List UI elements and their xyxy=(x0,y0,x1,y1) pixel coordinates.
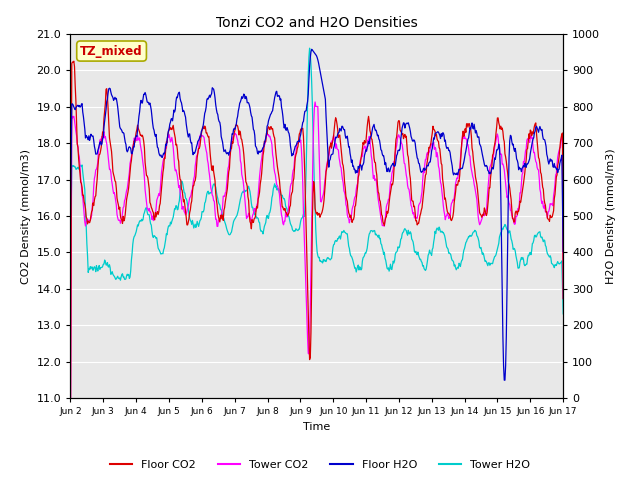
Y-axis label: CO2 Density (mmol/m3): CO2 Density (mmol/m3) xyxy=(21,148,31,284)
Text: TZ_mixed: TZ_mixed xyxy=(80,45,143,58)
Title: Tonzi CO2 and H2O Densities: Tonzi CO2 and H2O Densities xyxy=(216,16,418,30)
X-axis label: Time: Time xyxy=(303,422,330,432)
Legend: Floor CO2, Tower CO2, Floor H2O, Tower H2O: Floor CO2, Tower CO2, Floor H2O, Tower H… xyxy=(105,456,535,474)
Y-axis label: H2O Density (mmol/m3): H2O Density (mmol/m3) xyxy=(606,148,616,284)
